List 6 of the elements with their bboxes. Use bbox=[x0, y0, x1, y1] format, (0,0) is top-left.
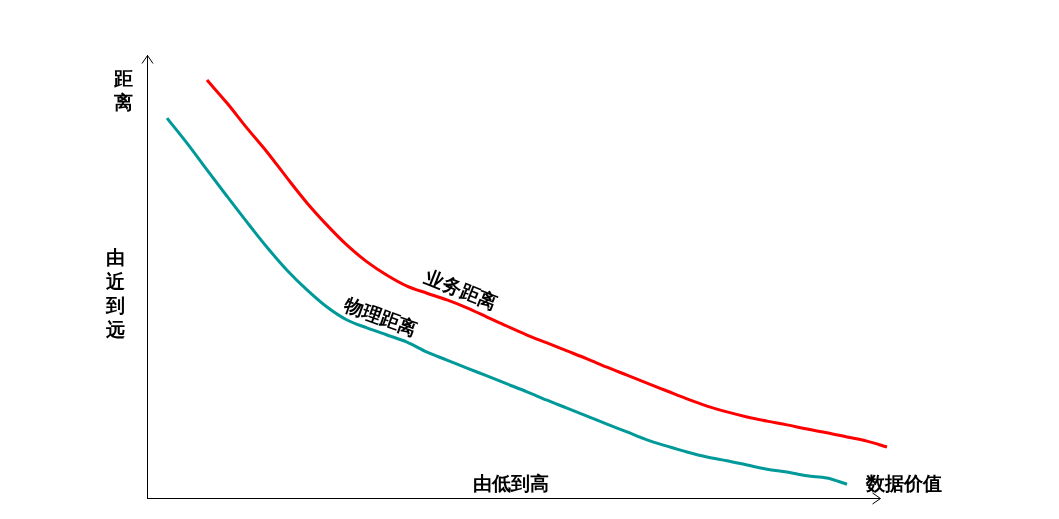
y-axis-title: 距离 bbox=[112, 66, 134, 114]
text: 业务距离 bbox=[420, 264, 501, 314]
x-axis-title: 数据价值 bbox=[866, 471, 942, 495]
text: 物理距离 bbox=[340, 293, 421, 340]
annotation: 由低到高 bbox=[473, 471, 549, 495]
text: 由近到远 bbox=[104, 245, 126, 341]
